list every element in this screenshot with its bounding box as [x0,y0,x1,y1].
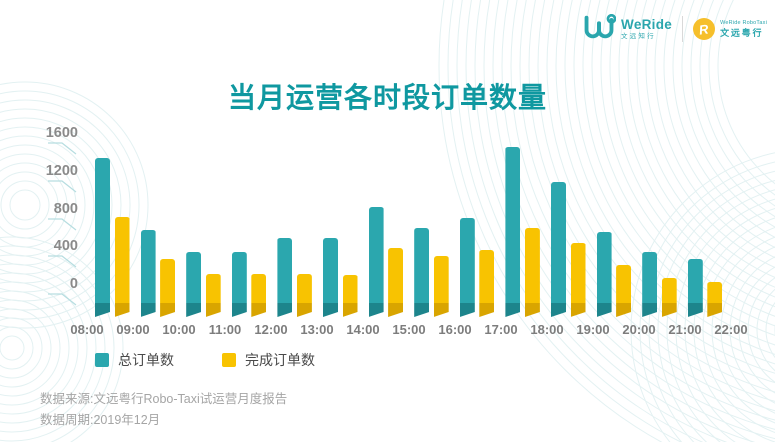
bar-total-21:00 [688,259,703,317]
bar-total-11:00 [232,252,247,317]
bar-total-19:00 [597,232,612,317]
bar-completed-11:00 [251,274,266,317]
bar-total-16:00 [460,218,475,317]
bar-total-14:00 [369,207,384,317]
legend-item-completed: 完成订单数 [222,350,315,370]
robotaxi-name: WeRide RoboTaxi [720,19,767,26]
bar-total-17:00 [505,147,520,317]
y-tick-mark-800 [48,217,77,231]
bar-total-12:00 [277,238,292,317]
x-tick-label-21:00: 21:00 [668,322,702,337]
bar-total-20:00 [642,252,657,317]
robotaxi-monogram: R [698,20,710,38]
legend-swatch-total [95,353,109,367]
footer: 数据来源:文远粤行Robo-Taxi试运营月度报告 数据周期:2019年12月 [40,389,287,431]
x-tick-label-20:00: 20:00 [622,322,656,337]
y-tick-mark-400 [48,255,77,268]
robotaxi-logo-icon: R [693,18,716,40]
x-tick-label-17:00: 17:00 [484,322,518,337]
x-tick-label-08:00: 08:00 [70,322,104,337]
y-tick-mark-1200 [48,180,77,193]
y-tick-mark-0 [48,293,77,306]
weride-logo: WeRide 文远知行 [582,14,672,44]
footer-period: 数据周期:2019年12月 [40,413,161,427]
bar-completed-13:00 [343,275,358,317]
weride-logo-text: WeRide 文远知行 [621,16,673,41]
y-tick-label-0: 0 [69,276,78,293]
legend-label-total: 总订单数 [118,352,174,368]
x-tick-label-13:00: 13:00 [300,322,334,337]
robotaxi-logo-text: WeRide RoboTaxi 文远粤行 [720,19,767,38]
bar-completed-19:00 [616,265,631,317]
bar-completed-17:00 [525,228,540,317]
bar-total-10:00 [186,252,201,317]
weride-name-cn: 文远知行 [621,33,656,40]
bar-completed-15:00 [434,256,449,317]
y-tick-label-800: 800 [53,200,78,217]
bar-completed-21:00 [707,282,722,317]
x-tick-label-19:00: 19:00 [576,322,610,337]
bar-total-09:00 [141,230,156,317]
footer-source: 数据来源:文远粤行Robo-Taxi试运营月度报告 [40,392,288,406]
weride-name: WeRide [621,16,673,32]
x-tick-label-10:00: 10:00 [162,322,196,337]
legend-item-total: 总订单数 [95,350,174,370]
robotaxi-name-cn: 文远粤行 [720,27,764,38]
bar-total-13:00 [323,238,338,317]
y-tick-label-400: 400 [53,238,78,255]
weride-logo-icon [584,14,617,39]
bar-completed-20:00 [662,278,677,317]
legend-label-completed: 完成订单数 [245,352,315,368]
bar-total-08:00 [95,158,110,317]
bar-completed-09:00 [160,259,175,317]
bar-completed-10:00 [206,274,221,317]
x-tick-label-14:00: 14:00 [346,322,380,337]
bar-completed-12:00 [297,274,312,317]
bar-total-18:00 [551,182,566,317]
x-tick-label-15:00: 15:00 [392,322,426,337]
x-tick-label-12:00: 12:00 [254,322,288,337]
x-tick-label-11:00: 11:00 [208,322,242,337]
y-tick-mark-1600 [48,142,77,155]
header-logos: WeRide 文远知行 R WeRide RoboTaxi 文远粤行 [582,14,767,44]
bar-total-15:00 [414,228,429,317]
legend: 总订单数 完成订单数 [95,350,315,370]
x-tick-label-18:00: 18:00 [530,322,564,337]
y-tick-label-1200: 1200 [45,162,78,179]
bar-completed-16:00 [479,250,494,317]
bar-completed-08:00 [115,217,130,317]
legend-swatch-completed [222,353,236,367]
x-tick-label-22:00: 22:00 [714,322,748,337]
bar-completed-14:00 [388,248,403,317]
page-title: 当月运营各时段订单数量 [227,82,547,113]
x-tick-label-16:00: 16:00 [438,322,472,337]
bar-completed-18:00 [571,243,586,317]
logo-divider [682,16,684,42]
robotaxi-logo: R WeRide RoboTaxi 文远粤行 [693,18,767,40]
y-tick-label-1600: 1600 [45,125,78,141]
x-tick-label-09:00: 09:00 [116,322,150,337]
